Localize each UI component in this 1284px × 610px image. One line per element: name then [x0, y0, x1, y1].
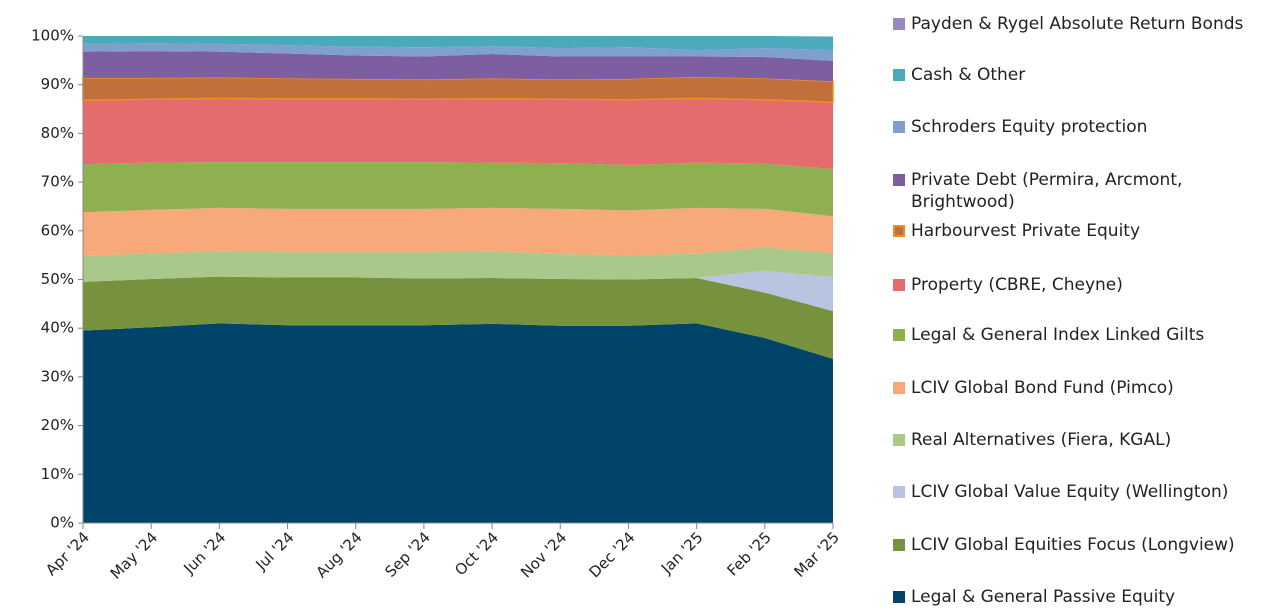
x-tick-label: Nov '24	[517, 528, 570, 581]
legend-swatch	[893, 434, 905, 446]
x-tick-label: Feb '25	[724, 528, 775, 579]
area	[83, 247, 833, 282]
legend-label: LCIV Global Value Equity (Wellington)	[911, 482, 1229, 502]
area	[83, 207, 833, 257]
legend-item: Payden & Rygel Absolute Return Bonds	[893, 13, 1278, 35]
legend-item: Harbourvest Private Equity	[893, 220, 1278, 242]
legend-item: LCIV Global Bond Fund (Pimco)	[893, 377, 1278, 399]
legend-swatch	[893, 18, 905, 30]
y-tick-label: 80%	[41, 124, 74, 142]
area	[82, 76, 834, 104]
y-tick-label: 60%	[41, 221, 74, 239]
legend-swatch	[893, 591, 905, 603]
area	[83, 276, 833, 359]
legend-label: Harbourvest Private Equity	[911, 221, 1141, 241]
x-tick-label: Jul '24	[252, 528, 298, 574]
legend-label: LCIV Global Equities Focus (Longview)	[911, 535, 1235, 555]
x-tick-label: Aug '24	[313, 528, 366, 581]
legend-swatch	[893, 539, 905, 551]
x-tick-label: May '24	[107, 528, 161, 582]
legend-item: Legal & General Passive Equity	[893, 586, 1278, 608]
x-tick-label: Sep '24	[381, 528, 434, 581]
area	[83, 51, 833, 82]
y-tick-label: 70%	[41, 173, 74, 191]
y-tick-label: 40%	[41, 319, 74, 337]
legend-swatch	[893, 69, 905, 81]
legend-swatch	[893, 382, 905, 394]
legend-swatch	[893, 329, 905, 341]
legend-swatch	[893, 279, 905, 291]
x-tick-label: Apr '24	[42, 528, 93, 579]
legend-item: LCIV Global Equities Focus (Longview)	[893, 534, 1278, 556]
area	[83, 36, 833, 51]
area	[83, 98, 833, 169]
legend-swatch	[893, 225, 905, 237]
legend-item: Schroders Equity protection	[893, 116, 1278, 138]
legend-item: Real Alternatives (Fiera, KGAL)	[893, 429, 1278, 451]
legend-item: Cash & Other	[893, 64, 1278, 86]
area	[83, 162, 833, 217]
legend-item: Property (CBRE, Cheyne)	[893, 274, 1278, 296]
x-tick-label: Jan '25	[657, 528, 707, 578]
y-tick-label: 10%	[41, 465, 74, 483]
legend-label: Legal & General Index Linked Gilts	[911, 325, 1205, 345]
legend-label: Property (CBRE, Cheyne)	[911, 275, 1123, 295]
legend-swatch	[893, 174, 905, 186]
legend-swatch	[893, 121, 905, 133]
x-tick-label: Jun '24	[180, 528, 230, 578]
legend-label: Private Debt (Permira, Arcmont, Brightwo…	[911, 170, 1183, 212]
legend-item: LCIV Global Value Equity (Wellington)	[893, 481, 1278, 503]
y-tick-label: 90%	[41, 75, 74, 93]
legend-label: Payden & Rygel Absolute Return Bonds	[911, 14, 1244, 34]
legend-label: Cash & Other	[911, 65, 1026, 85]
area	[83, 43, 833, 61]
x-tick-label: Oct '24	[451, 528, 502, 579]
legend-item: Private Debt (Permira, Arcmont, Brightwo…	[893, 169, 1278, 213]
legend-label: Real Alternatives (Fiera, KGAL)	[911, 430, 1172, 450]
y-tick-label: 30%	[41, 367, 74, 385]
legend-item: Legal & General Index Linked Gilts	[893, 324, 1278, 346]
area	[83, 270, 833, 312]
legend-swatch	[893, 486, 905, 498]
legend-label: Legal & General Passive Equity	[911, 587, 1176, 607]
x-tick-label: Dec '24	[585, 528, 638, 581]
area	[83, 323, 833, 523]
legend-label: Schroders Equity protection	[911, 117, 1148, 137]
x-tick-label: Mar '25	[790, 528, 843, 581]
y-tick-label: 0%	[50, 514, 74, 532]
y-tick-label: 50%	[41, 270, 74, 288]
y-tick-label: 100%	[31, 27, 74, 45]
legend-label: LCIV Global Bond Fund (Pimco)	[911, 378, 1174, 398]
y-tick-label: 20%	[41, 416, 74, 434]
